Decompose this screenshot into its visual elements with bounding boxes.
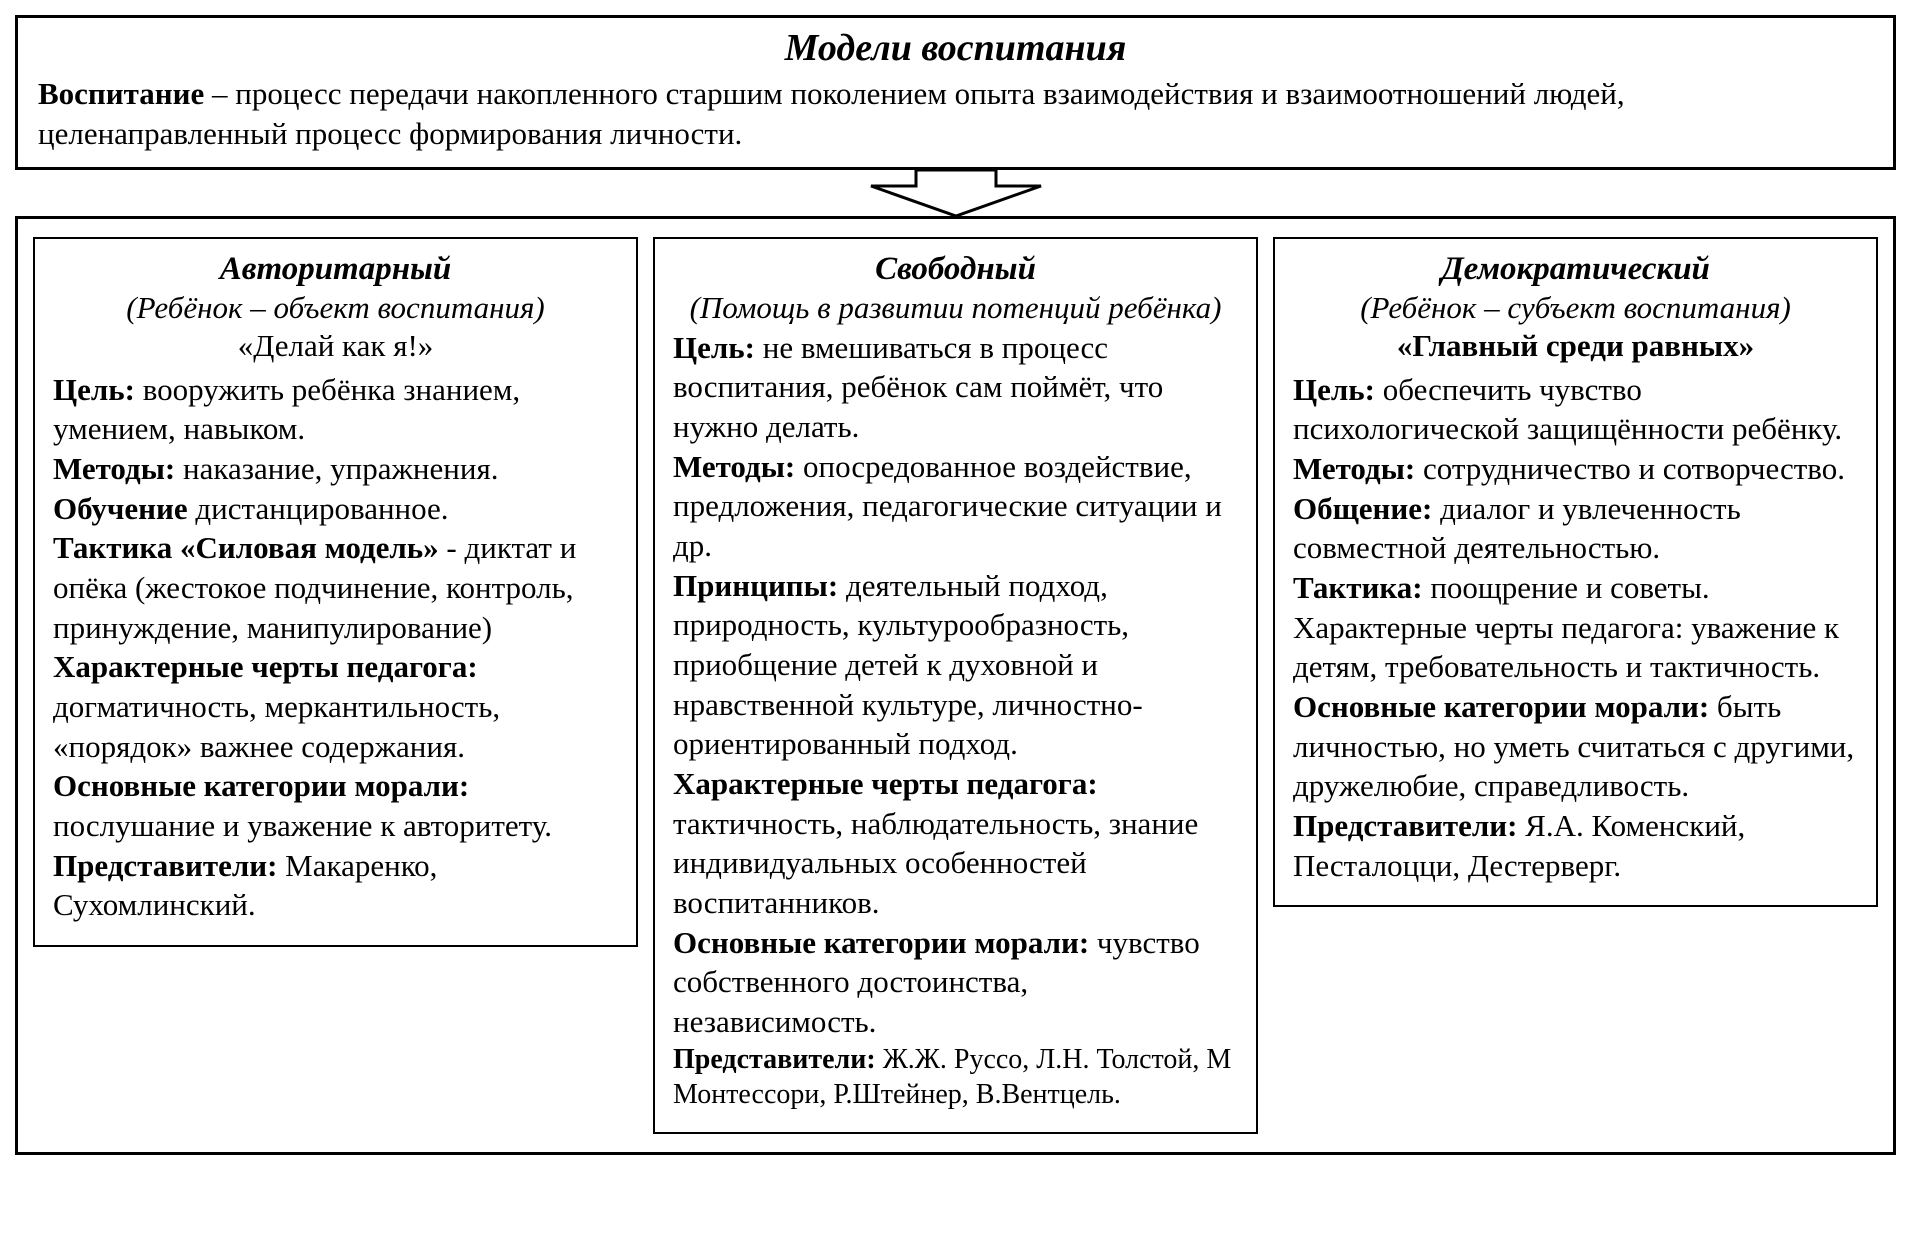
col1-methods-label: Методы: [53,451,175,486]
col3-moral-label: Основные категории морали: [1293,689,1709,724]
columns-container: Авторитарный (Ребёнок – объект воспитани… [15,216,1896,1155]
col1-extra1-text: дистанцированное. [188,491,449,526]
col2-title: Свободный [673,251,1238,288]
col1-extra1-label: Обучение [53,491,188,526]
definition-term: Воспитание [38,76,204,111]
col2-subtitle: (Помощь в развитии потенций ребёнка) [673,290,1238,326]
col1-reps-label: Представители: [53,848,277,883]
col3-comm-label: Общение: [1293,491,1432,526]
col3-goal-label: Цель: [1293,372,1375,407]
col2-traits-text: тактичность, наблюдательность, знание ин… [673,806,1198,920]
column-free: Свободный (Помощь в развитии потенций ре… [653,237,1258,1134]
col1-methods-text: наказание, упражнения. [175,451,498,486]
col3-tactic-label: Тактика: [1293,570,1423,605]
col2-principles-label: Принципы: [673,568,838,603]
col1-traits-label: Характерные черты педагога: [53,649,478,684]
col3-methods-text: сотрудничество и сотворчество. [1415,451,1845,486]
col3-title: Демократический [1293,251,1858,288]
col1-traits-text: догматичность, меркантильность, «порядок… [53,689,500,764]
col2-body: Цель: не вмешиваться в процесс воспитани… [673,328,1238,1112]
col3-goal-text: обеспечить чувство психологической защищ… [1293,372,1842,447]
col3-body: Цель: обеспечить чувство психологической… [1293,370,1858,886]
col2-goal-label: Цель: [673,330,755,365]
col1-title: Авторитарный [53,251,618,288]
col3-reps-label: Представители: [1293,808,1517,843]
col2-methods-label: Методы: [673,449,795,484]
col2-moral-label: Основные категории морали: [673,925,1089,960]
col3-tactic-text: поощрение и советы. [1423,570,1710,605]
col1-tactic-label: Тактика «Силовая модель» [53,530,439,565]
column-democratic: Демократический (Ребёнок – субъект воспи… [1273,237,1878,908]
col1-moral-label: Основные категории морали: [53,768,469,803]
definition-text: Воспитание – процесс передачи накопленно… [38,74,1873,155]
arrow-down-icon [856,168,1056,218]
arrow-container [15,168,1896,218]
main-title: Модели воспитания [38,26,1873,70]
column-authoritarian: Авторитарный (Ребёнок – объект воспитани… [33,237,638,947]
col2-traits-label: Характерные черты педагога: [673,766,1098,801]
col1-body: Цель: вооружить ребёнка знанием, умением… [53,370,618,925]
col1-goal-label: Цель: [53,372,135,407]
col1-slogan: «Делай как я!» [53,328,618,364]
col1-subtitle: (Ребёнок – объект воспитания) [53,290,618,326]
col1-moral-text: послушание и уважение к авторитету. [53,808,552,843]
col3-methods-label: Методы: [1293,451,1415,486]
col2-reps-label: Представители: [673,1044,876,1075]
col3-traits-plain: Характерные черты педагога: уважение к д… [1293,610,1839,685]
col3-slogan: «Главный среди равных» [1293,328,1858,364]
header-box: Модели воспитания Воспитание – процесс п… [15,15,1896,170]
definition-body: – процесс передачи накопленного старшим … [38,76,1625,151]
col3-subtitle: (Ребёнок – субъект воспитания) [1293,290,1858,326]
